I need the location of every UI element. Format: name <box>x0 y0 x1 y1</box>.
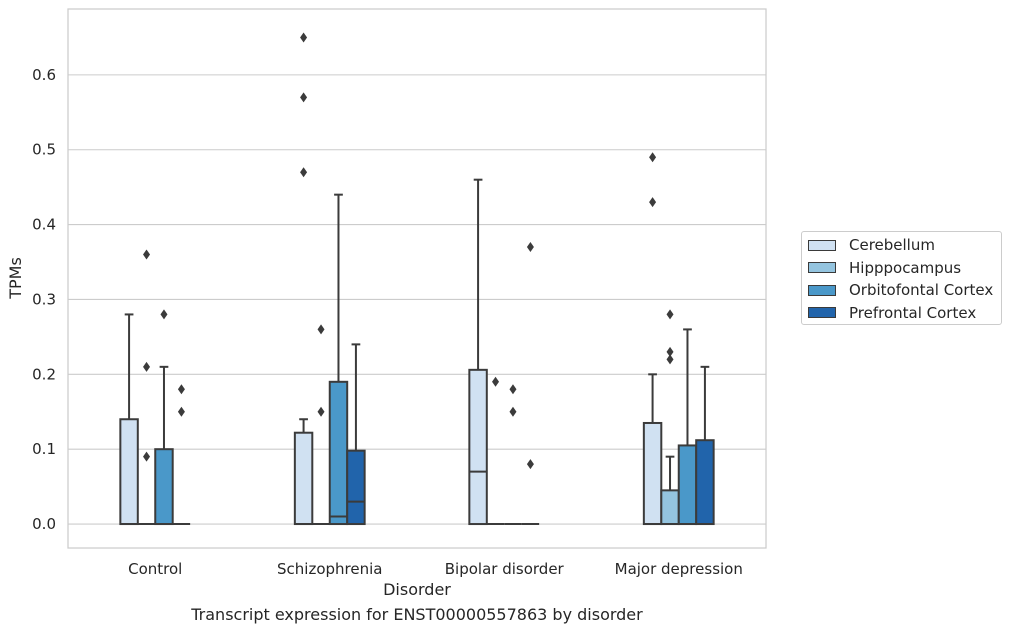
box-groups <box>119 32 715 526</box>
legend-swatch <box>808 262 836 273</box>
outlier-hipppocampus <box>492 376 500 387</box>
outlier-cerebellum <box>300 167 308 178</box>
box-hipppocampus <box>660 489 680 526</box>
outlier-hipppocampus <box>317 406 325 417</box>
outlier-cerebellum <box>649 152 657 163</box>
legend-item: Orbitofontal Cortex <box>808 280 993 300</box>
legend-label: Orbitofontal Cortex <box>849 281 994 299</box>
legend-item: Hipppocampus <box>808 258 961 278</box>
box-cerebellum <box>119 418 139 526</box>
x-tick-labels: Control Schizophrenia Bipolar disorder Majo… <box>128 560 743 578</box>
x-tick-label: Schizophrenia <box>277 560 382 578</box>
legend-label: Hipppocampus <box>849 258 962 277</box>
x-axis-title: Disorder <box>383 580 451 599</box>
outlier-hipppocampus <box>666 309 674 320</box>
box-group-major-depression <box>642 152 715 526</box>
box-orbitofontal-cortex <box>677 444 698 526</box>
y-tick-label: 0.3 <box>32 290 56 308</box>
outlier-prefrontal-cortex <box>526 242 534 253</box>
box-prefrontal-cortex <box>695 439 715 526</box>
legend-swatch <box>808 307 836 318</box>
y-axis-title: TPMs <box>6 257 25 300</box>
outlier-cerebellum <box>649 197 657 208</box>
x-tick-label: Major depression <box>615 560 743 578</box>
box-group-control <box>119 249 191 526</box>
box-prefrontal-cortex <box>346 449 366 526</box>
legend-item: Cerebellum <box>808 235 935 255</box>
outlier-prefrontal-cortex <box>177 406 185 417</box>
box-group-bipolar-disorder <box>468 178 540 526</box>
y-tick-label: 0.4 <box>32 216 56 234</box>
outlier-hipppocampus <box>666 354 674 365</box>
outlier-prefrontal-cortex <box>526 459 534 470</box>
legend-item: Prefrontal Cortex <box>808 303 976 323</box>
box-cerebellum <box>468 368 488 526</box>
outlier-hipppocampus <box>666 346 674 357</box>
y-tick-label: 0.0 <box>32 515 56 533</box>
y-tick-label: 0.2 <box>32 365 56 383</box>
outlier-cerebellum <box>300 92 308 103</box>
outlier-cerebellum <box>300 32 308 43</box>
box-orbitofontal-cortex <box>154 448 174 526</box>
legend: Cerebellum Hipppocampus Orbitofontal Corte… <box>801 231 1002 325</box>
y-tick-label: 0.5 <box>32 141 56 159</box>
x-tick-label: Control <box>128 560 182 578</box>
legend-swatch <box>808 284 836 296</box>
outlier-hipppocampus <box>143 361 151 372</box>
outlier-orbitofontal-cortex <box>160 309 168 320</box>
y-tick-label: 0.1 <box>32 440 56 458</box>
legend-label: Prefrontal Cortex <box>849 303 977 322</box>
chart-caption: Transcript expression for ENST0000055786… <box>191 605 643 624</box>
x-tick-label: Bipolar disorder <box>445 560 565 578</box>
legend-label: Cerebellum <box>849 236 935 254</box>
legend-swatch <box>808 239 836 251</box>
outlier-prefrontal-cortex <box>177 384 185 395</box>
box-cerebellum <box>293 431 314 526</box>
box-group-schizophrenia <box>293 32 366 526</box>
y-tick-label: 0.6 <box>32 66 56 84</box>
y-tick-labels: 0.0 0.1 0.2 0.3 0.4 0.5 0.6 <box>32 66 56 533</box>
outlier-orbitofontal-cortex <box>509 384 517 395</box>
outlier-orbitofontal-cortex <box>509 406 517 417</box>
box-orbitofontal-cortex <box>328 380 349 526</box>
outlier-hipppocampus <box>143 451 151 462</box>
outlier-hipppocampus <box>317 324 325 335</box>
box-cerebellum <box>642 421 663 526</box>
outlier-hipppocampus <box>143 249 151 260</box>
